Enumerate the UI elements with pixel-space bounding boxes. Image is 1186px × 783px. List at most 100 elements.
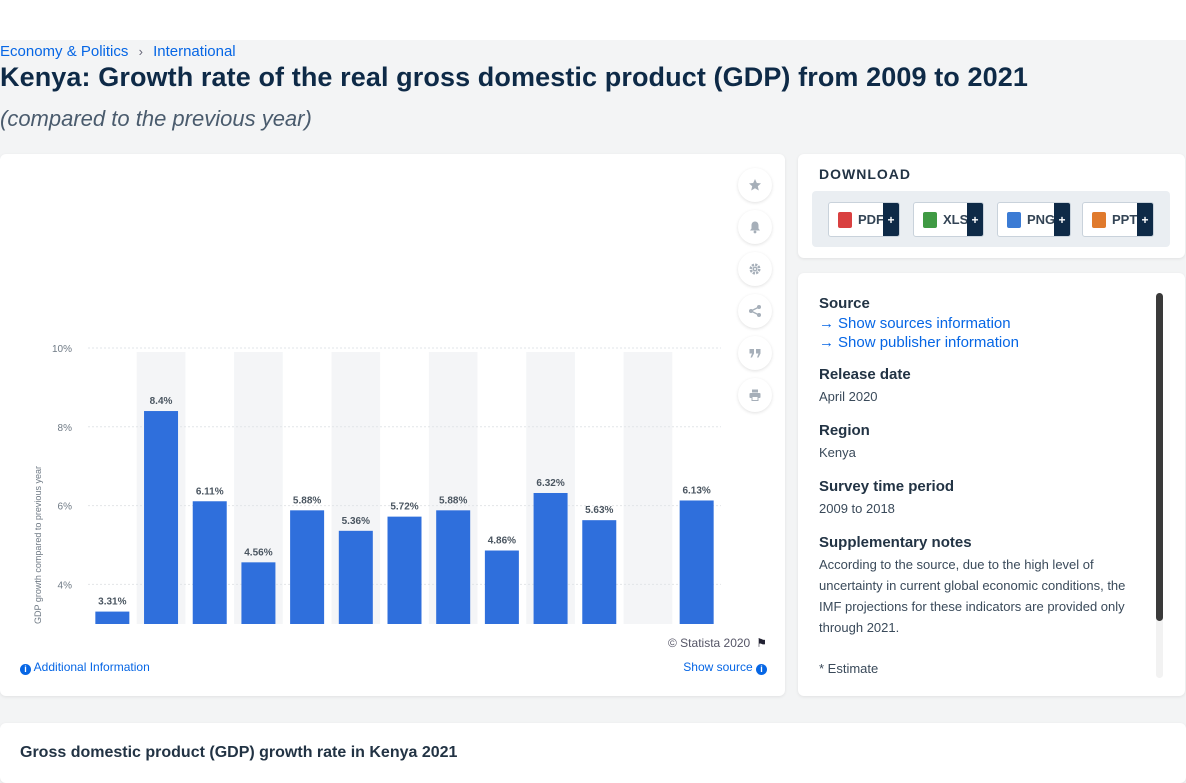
data-label: 3.31%	[98, 597, 126, 608]
bar	[95, 611, 130, 624]
download-pdf-button[interactable]: PDF +	[828, 202, 900, 237]
page-title: Kenya: Growth rate of the real gross dom…	[0, 62, 1028, 92]
arrow-right-icon: →	[819, 315, 834, 332]
download-ppt-label: PPT	[1112, 212, 1138, 227]
download-png-label: PNG	[1027, 212, 1056, 227]
flag-icon[interactable]: ⚑	[756, 636, 767, 650]
survey-period-label: Survey time period	[819, 478, 955, 495]
show-publisher-label: Show publisher information	[838, 334, 1019, 351]
bar	[192, 501, 227, 624]
data-label: 6.32%	[536, 478, 564, 489]
related-statistic-card: Gross domestic product (GDP) growth rate…	[0, 723, 1186, 783]
download-png-button[interactable]: PNG +	[997, 202, 1071, 237]
show-source-label: Show source	[683, 660, 753, 674]
download-button-bar: PDF + XLS + PNG + PPT +	[812, 191, 1170, 247]
download-xls-button[interactable]: XLS +	[913, 202, 984, 237]
show-sources-link[interactable]: → Show sources information	[819, 315, 1137, 332]
show-publisher-link[interactable]: → Show publisher information	[819, 334, 1137, 351]
plus-icon: +	[1054, 203, 1070, 236]
release-date-section: Release date April 2020	[819, 366, 1137, 407]
supplementary-notes-value: According to the source, due to the high…	[819, 557, 1126, 635]
print-button[interactable]	[738, 378, 772, 412]
estimate-note: * Estimate	[819, 661, 879, 676]
data-label: 4.56%	[244, 547, 272, 558]
y-tick-label: 4%	[58, 580, 73, 591]
arrow-right-icon: →	[819, 334, 834, 351]
plus-icon: +	[967, 203, 983, 236]
statistic-info-content: Source → Show sources information → Show p…	[819, 295, 1137, 694]
ppt-file-icon	[1092, 211, 1106, 228]
additional-information-label: Additional Information	[33, 660, 150, 674]
data-label: 5.88%	[293, 495, 321, 506]
bar	[387, 516, 422, 624]
plus-icon: +	[883, 203, 899, 236]
y-tick-label: 8%	[58, 423, 73, 434]
scrollbar-thumb[interactable]	[1156, 293, 1163, 621]
data-label: 6.13%	[682, 485, 710, 496]
show-source-link[interactable]: Show source i	[683, 660, 767, 675]
share-icon	[749, 305, 761, 317]
xls-file-icon	[923, 211, 937, 228]
download-title: DOWNLOAD	[819, 166, 911, 182]
quote-icon	[749, 349, 761, 358]
share-button[interactable]	[738, 294, 772, 328]
info-icon: i	[20, 664, 31, 675]
data-label: 5.88%	[439, 495, 467, 506]
info-icon: i	[756, 664, 767, 675]
data-label: 8.4%	[150, 396, 173, 407]
region-value: Kenya	[819, 445, 856, 460]
chart-tools	[738, 168, 772, 420]
gear-icon	[749, 263, 761, 275]
pdf-file-icon	[838, 211, 852, 228]
favorite-button[interactable]	[738, 168, 772, 202]
statistic-info-card: Source → Show sources information → Show p…	[798, 273, 1185, 696]
bar-chart: 0%2%4%6%8%10%GDP growth compared to prev…	[33, 344, 721, 624]
top-header-bar	[0, 0, 1186, 40]
copyright-notice: © Statista 2020 ⚑	[668, 636, 767, 650]
page-subtitle: (compared to the previous year)	[0, 106, 312, 131]
supplementary-notes-section: Supplementary notes According to the sou…	[819, 534, 1137, 679]
additional-information-link[interactable]: i Additional Information	[20, 660, 150, 675]
breadcrumb: Economy & Politics › International	[0, 43, 236, 60]
bar	[484, 550, 519, 624]
region-label: Region	[819, 422, 870, 439]
y-tick-label: 10%	[52, 344, 72, 355]
bar	[582, 520, 617, 624]
download-xls-label: XLS	[943, 212, 969, 227]
breadcrumb-item-international[interactable]: International	[153, 43, 236, 60]
chart-card: 0%2%4%6%8%10%GDP growth compared to prev…	[0, 154, 785, 696]
bar	[290, 510, 325, 624]
y-tick-label: 6%	[58, 502, 73, 513]
bell-icon	[750, 221, 760, 234]
print-icon	[749, 389, 761, 401]
bar	[679, 500, 714, 624]
related-statistic-title[interactable]: Gross domestic product (GDP) growth rate…	[20, 744, 458, 761]
plus-icon: +	[1137, 203, 1153, 236]
png-file-icon	[1007, 211, 1021, 228]
bar	[436, 510, 471, 624]
settings-button[interactable]	[738, 252, 772, 286]
download-ppt-button[interactable]: PPT +	[1082, 202, 1154, 237]
bar	[144, 411, 179, 624]
star-icon	[749, 179, 761, 191]
survey-period-value: 2009 to 2018	[819, 501, 895, 516]
notification-button[interactable]	[738, 210, 772, 244]
cite-button[interactable]	[738, 336, 772, 370]
download-pdf-label: PDF	[858, 212, 884, 227]
download-card: DOWNLOAD PDF + XLS + PNG + PPT +	[798, 154, 1185, 258]
source-label: Source	[819, 295, 870, 312]
bar	[338, 530, 373, 624]
data-label: 4.86%	[488, 536, 516, 547]
data-label: 5.63%	[585, 505, 613, 516]
breadcrumb-item-economy-politics[interactable]: Economy & Politics	[0, 43, 129, 60]
y-axis-label: GDP growth compared to previous year	[33, 466, 43, 624]
bar	[533, 492, 568, 624]
copyright-text: © Statista 2020	[668, 636, 751, 650]
release-date-label: Release date	[819, 366, 911, 383]
column-band	[623, 352, 673, 624]
bar	[241, 562, 276, 624]
data-label: 5.36%	[342, 516, 370, 527]
release-date-value: April 2020	[819, 389, 878, 404]
supplementary-notes-label: Supplementary notes	[819, 534, 972, 551]
survey-period-section: Survey time period 2009 to 2018	[819, 478, 1137, 519]
